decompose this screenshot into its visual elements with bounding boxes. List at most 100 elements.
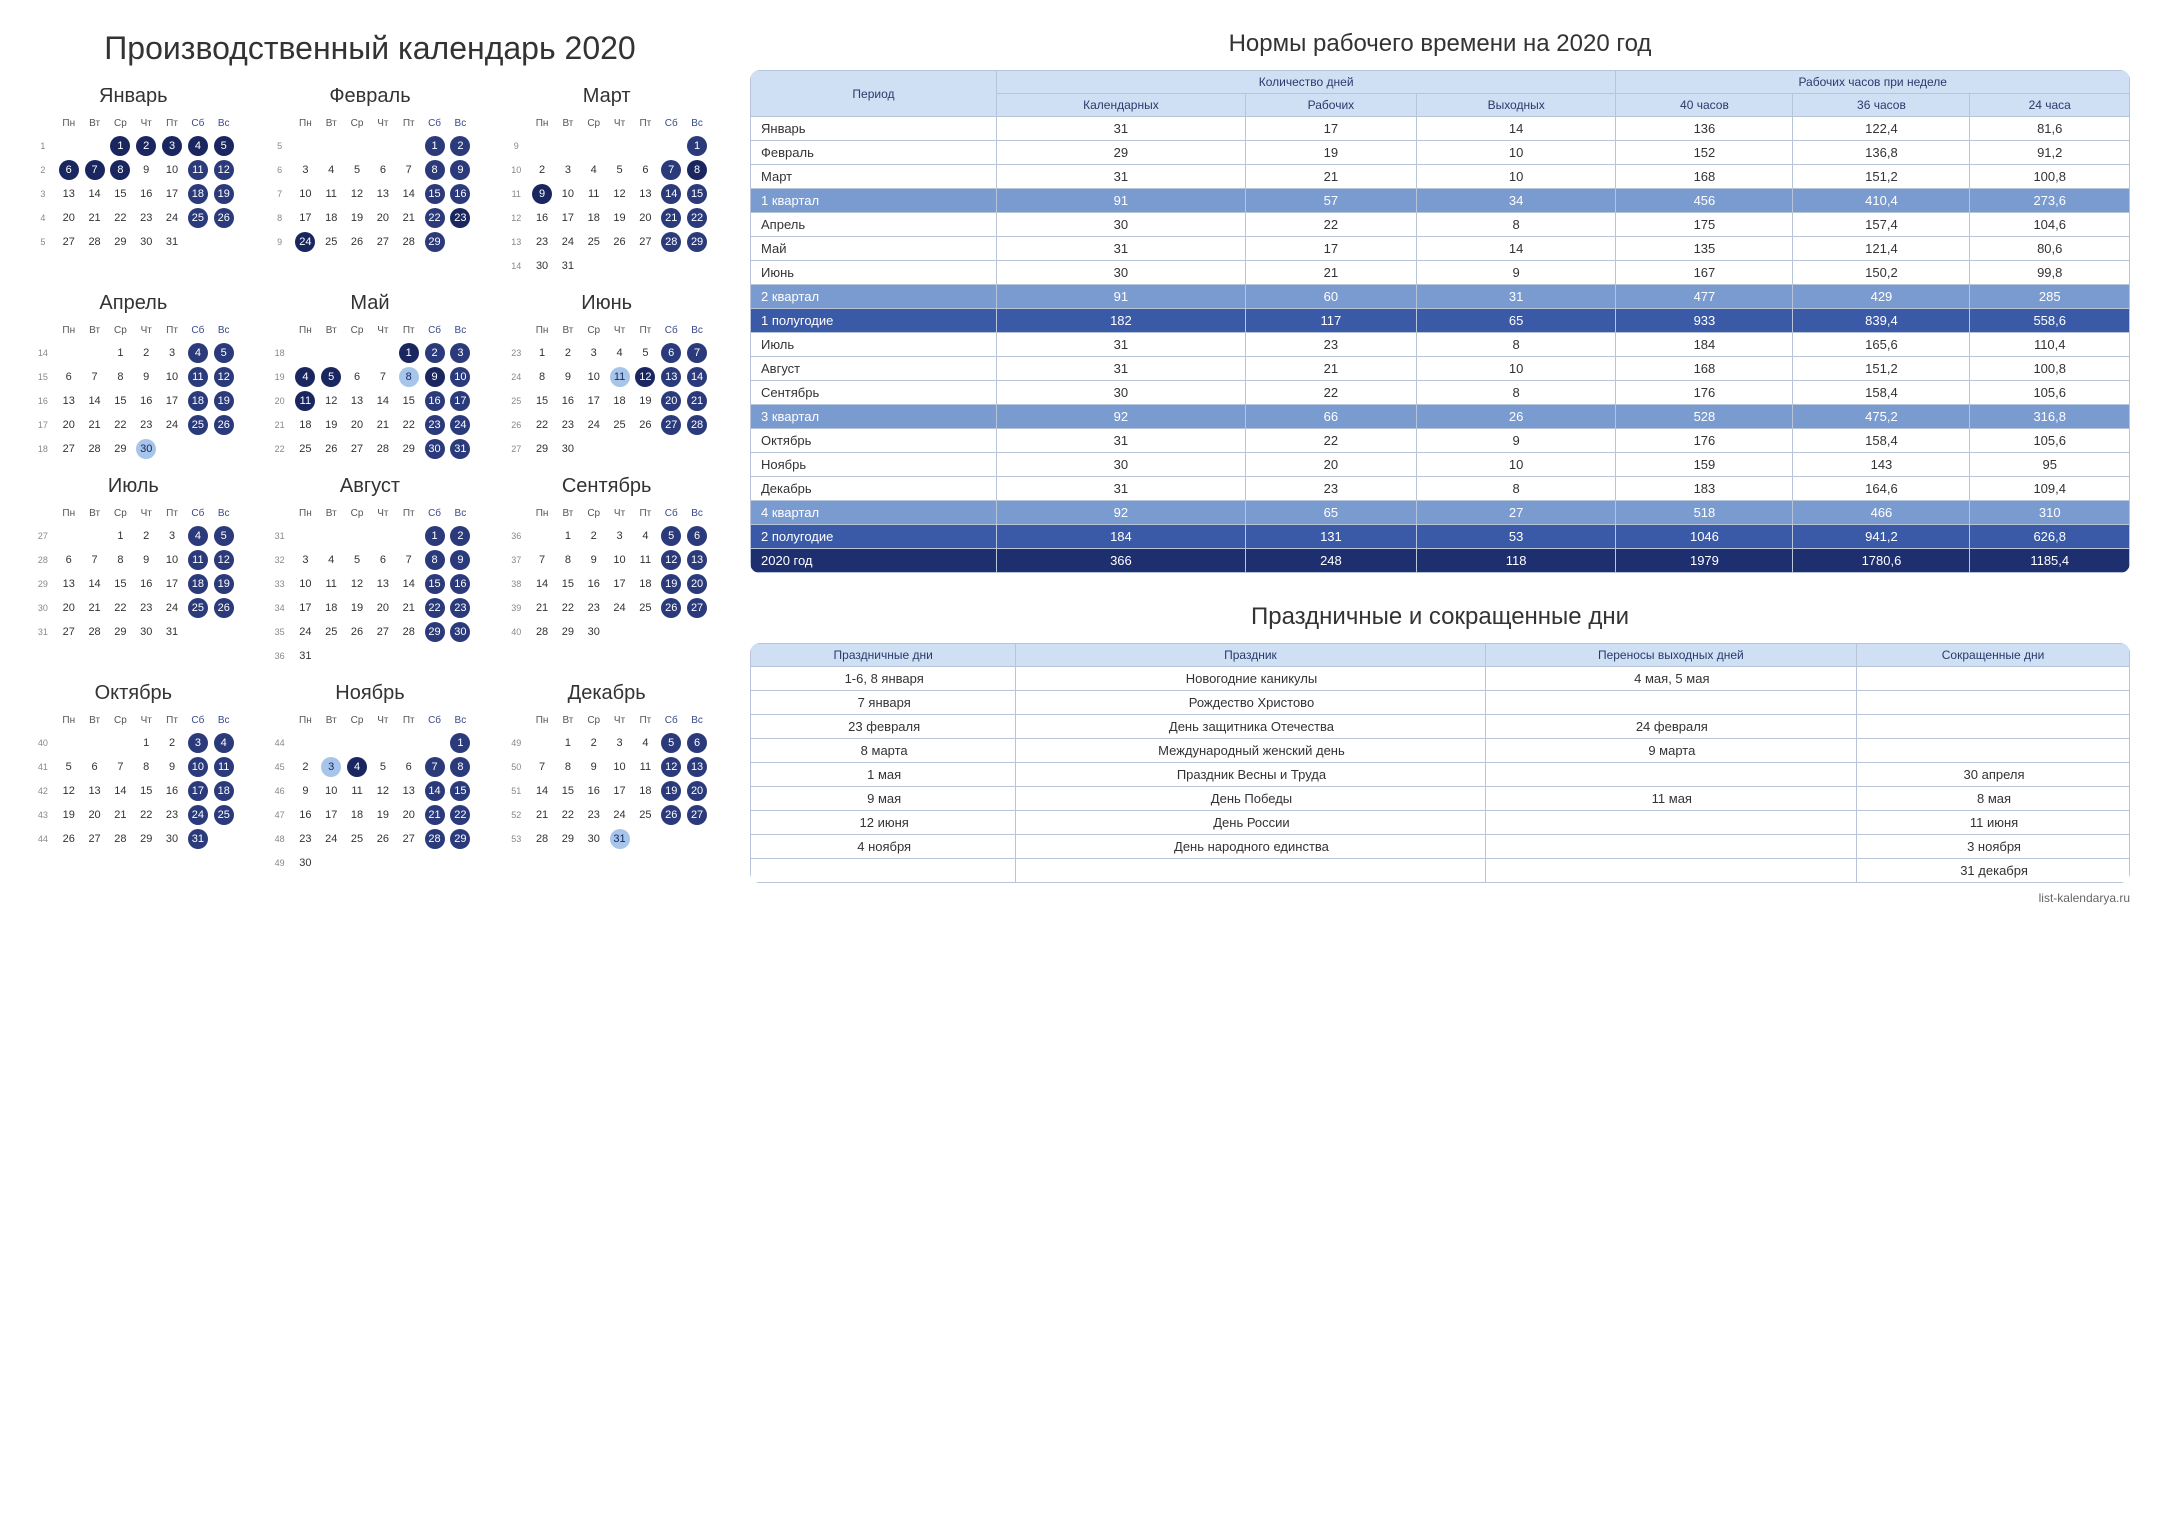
calendar-day: 22 xyxy=(133,803,159,827)
calendar-day: 2 xyxy=(555,341,581,365)
calendar-day: 15 xyxy=(396,389,422,413)
calendar-day: 18 xyxy=(185,389,211,413)
month-name: Июнь xyxy=(503,292,710,315)
calendar-day: 17 xyxy=(581,389,607,413)
calendar-day: 23 xyxy=(133,206,159,230)
calendar-day: 23 xyxy=(447,206,473,230)
calendar-day: 31 xyxy=(159,620,185,644)
calendar-day: 23 xyxy=(422,413,448,437)
calendar-day: 22 xyxy=(447,803,473,827)
calendar-day: 22 xyxy=(529,413,555,437)
calendar-day: 11 xyxy=(318,182,344,206)
month: НоябрьПнВтСрЧтПтСбВс44145234567846910111… xyxy=(267,682,474,875)
calendar-day: 18 xyxy=(344,803,370,827)
weekday-header: Чт xyxy=(370,502,396,524)
calendar-day: 1 xyxy=(555,524,581,548)
calendar-day: 10 xyxy=(292,182,318,206)
calendar-day: 7 xyxy=(396,158,422,182)
calendar-day: 29 xyxy=(555,827,581,851)
holiday-row: 1-6, 8 январяНовогодние каникулы4 мая, 5… xyxy=(751,667,2130,691)
calendar-day: 1 xyxy=(529,341,555,365)
calendar-day: 22 xyxy=(422,206,448,230)
calendar-day: 8 xyxy=(684,158,710,182)
calendar-day: 4 xyxy=(318,158,344,182)
calendar-day: 30 xyxy=(529,254,555,278)
calendar-day: 19 xyxy=(211,182,237,206)
weekday-header: Вс xyxy=(684,112,710,134)
calendar-day: 7 xyxy=(82,365,108,389)
calendar-day: 8 xyxy=(555,548,581,572)
calendar-day: 8 xyxy=(422,548,448,572)
calendar-day: 24 xyxy=(607,596,633,620)
norms-row: Октябрь31229176158,4105,6 xyxy=(751,429,2130,453)
norms-row: 2 квартал916031477429285 xyxy=(751,285,2130,309)
calendar-day: 23 xyxy=(447,596,473,620)
weekday-header: Вт xyxy=(82,502,108,524)
calendar-day: 8 xyxy=(447,755,473,779)
calendar-day: 13 xyxy=(56,389,82,413)
calendar-day: 9 xyxy=(422,365,448,389)
calendar-day: 13 xyxy=(632,182,658,206)
calendar-day: 28 xyxy=(684,413,710,437)
weekday-header: Сб xyxy=(185,112,211,134)
calendar-day: 15 xyxy=(133,779,159,803)
calendar-day: 6 xyxy=(56,548,82,572)
calendar-day: 30 xyxy=(133,620,159,644)
calendar-day: 5 xyxy=(344,548,370,572)
calendar-day: 17 xyxy=(607,572,633,596)
weekday-header: Ср xyxy=(107,502,133,524)
norms-row: 1 полугодие18211765933839,4558,6 xyxy=(751,309,2130,333)
calendar-day: 24 xyxy=(185,803,211,827)
calendar-day: 17 xyxy=(292,596,318,620)
calendar-day: 5 xyxy=(56,755,82,779)
calendar-day: 30 xyxy=(581,620,607,644)
weekday-header: Сб xyxy=(185,319,211,341)
calendar-day: 12 xyxy=(370,779,396,803)
calendar-day: 1 xyxy=(396,341,422,365)
calendar-day: 22 xyxy=(422,596,448,620)
month-name: Сентябрь xyxy=(503,475,710,498)
calendar-day: 14 xyxy=(529,572,555,596)
calendar-day: 3 xyxy=(292,548,318,572)
calendar-day: 19 xyxy=(658,779,684,803)
calendar-day: 7 xyxy=(396,548,422,572)
weekday-header: Вс xyxy=(211,502,237,524)
month: АвгустПнВтСрЧтПтСбВс31123234567893310111… xyxy=(267,475,474,668)
calendar-day: 18 xyxy=(318,206,344,230)
weekday-header: Вт xyxy=(318,709,344,731)
weekday-header: Чт xyxy=(370,319,396,341)
calendar-day: 27 xyxy=(56,230,82,254)
calendar-day: 25 xyxy=(318,230,344,254)
weekday-header: Вт xyxy=(82,709,108,731)
norms-row: 1 квартал915734456410,4273,6 xyxy=(751,189,2130,213)
calendar-day: 25 xyxy=(292,437,318,461)
calendar-day: 20 xyxy=(632,206,658,230)
norms-row: Сентябрь30228176158,4105,6 xyxy=(751,381,2130,405)
calendar-day: 4 xyxy=(185,134,211,158)
calendar-day: 28 xyxy=(658,230,684,254)
calendar-day: 10 xyxy=(185,755,211,779)
calendar-day: 16 xyxy=(581,779,607,803)
month: МайПнВтСрЧтПтСбВс18123194567891020111213… xyxy=(267,292,474,461)
calendar-day: 7 xyxy=(422,755,448,779)
calendar-day: 11 xyxy=(185,158,211,182)
calendar-grid: ЯнварьПнВтСрЧтПтСбВс11234526789101112313… xyxy=(30,85,710,875)
calendar-day: 13 xyxy=(82,779,108,803)
calendar-day: 20 xyxy=(56,413,82,437)
calendar-day: 12 xyxy=(211,548,237,572)
holiday-row: 1 маяПраздник Весны и Труда30 апреля xyxy=(751,763,2130,787)
weekday-header: Чт xyxy=(607,502,633,524)
calendar-day: 25 xyxy=(632,596,658,620)
calendar-day: 10 xyxy=(159,548,185,572)
calendar-day: 19 xyxy=(56,803,82,827)
weekday-header: Ср xyxy=(581,112,607,134)
calendar-day: 28 xyxy=(396,620,422,644)
calendar-day: 3 xyxy=(447,341,473,365)
calendar-day: 16 xyxy=(447,572,473,596)
calendar-day: 20 xyxy=(56,206,82,230)
calendar-day: 19 xyxy=(318,413,344,437)
weekday-header: Пн xyxy=(56,319,82,341)
calendar-day: 25 xyxy=(344,827,370,851)
month-name: Январь xyxy=(30,85,237,108)
calendar-day: 21 xyxy=(82,596,108,620)
